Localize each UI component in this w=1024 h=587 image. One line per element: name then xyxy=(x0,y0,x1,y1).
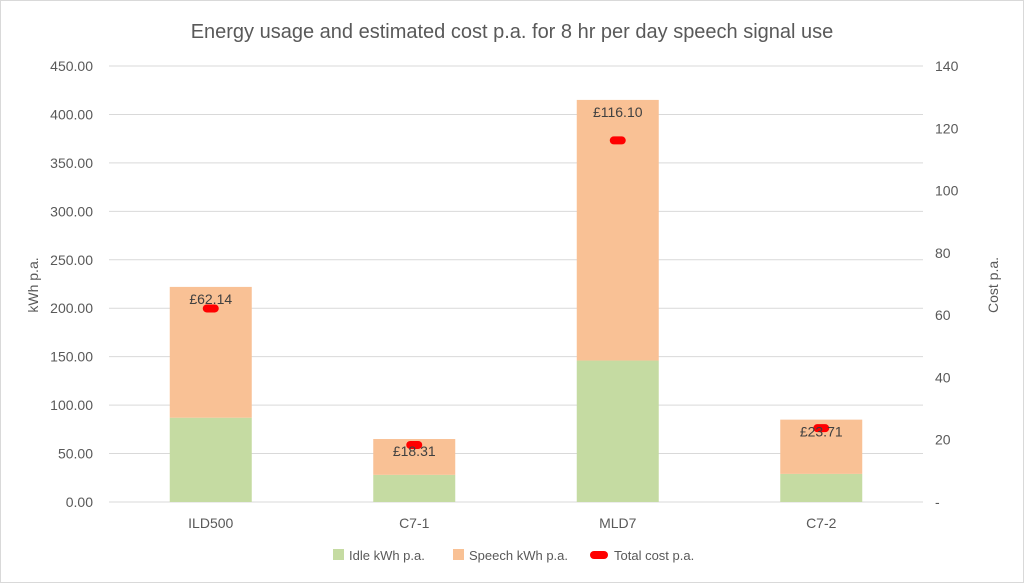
y2-tick-label: 100 xyxy=(935,183,959,199)
y2-tick-label: 120 xyxy=(935,120,959,136)
left-axis-title: kWh p.a. xyxy=(25,257,41,312)
y2-tick-label: 20 xyxy=(935,432,951,448)
cost-data-label: £23.71 xyxy=(800,424,843,440)
y-tick-label: 300.00 xyxy=(50,203,93,219)
legend-label: Speech kWh p.a. xyxy=(469,548,568,563)
y-tick-label: 350.00 xyxy=(50,155,93,171)
legend-swatch xyxy=(453,549,464,560)
legend-label: Idle kWh p.a. xyxy=(349,548,425,563)
y-tick-label: 0.00 xyxy=(66,494,93,510)
bar-idle xyxy=(373,474,456,502)
y2-tick-label: - xyxy=(935,494,940,510)
y-tick-label: 150.00 xyxy=(50,349,93,365)
chart-title: Energy usage and estimated cost p.a. for… xyxy=(191,21,834,43)
bars xyxy=(169,99,863,502)
right-axis-ticks: - 20 40 60 80 100 120 140 xyxy=(935,58,959,510)
x-tick-label: C7-2 xyxy=(806,515,837,531)
cost-data-label: £62.14 xyxy=(189,291,232,307)
cost-data-label: £18.31 xyxy=(393,443,436,459)
cost-data-label: £116.10 xyxy=(593,104,643,120)
left-axis-ticks: 0.00 50.00 100.00 150.00 200.00 250.00 300.00 3… xyxy=(50,58,93,510)
x-tick-label: ILD500 xyxy=(188,515,233,531)
bar-idle xyxy=(576,360,659,502)
x-tick-label: C7-1 xyxy=(399,515,430,531)
y-tick-label: 250.00 xyxy=(50,252,93,268)
y-tick-label: 400.00 xyxy=(50,106,93,122)
bar-idle xyxy=(169,417,252,502)
bar-idle xyxy=(780,473,863,502)
cost-markers: £62.14 £18.31 £116.10 £23.71 xyxy=(189,104,843,459)
y-tick-label: 100.00 xyxy=(50,397,93,413)
y2-tick-label: 60 xyxy=(935,307,951,323)
x-tick-label: MLD7 xyxy=(599,515,637,531)
legend-label: Total cost p.a. xyxy=(614,548,694,563)
y-tick-label: 200.00 xyxy=(50,300,93,316)
y-tick-label: 450.00 xyxy=(50,58,93,74)
legend-swatch xyxy=(333,549,344,560)
y2-tick-label: 140 xyxy=(935,58,959,74)
legend: Idle kWh p.a. Speech kWh p.a. Total cost p… xyxy=(333,548,694,563)
category-axis-labels: ILD500 C7-1 MLD7 C7-2 xyxy=(188,515,836,531)
y2-tick-label: 40 xyxy=(935,369,951,385)
right-axis-title: Cost p.a. xyxy=(985,257,1001,313)
y2-tick-label: 80 xyxy=(935,245,951,261)
y-tick-label: 50.00 xyxy=(58,446,93,462)
